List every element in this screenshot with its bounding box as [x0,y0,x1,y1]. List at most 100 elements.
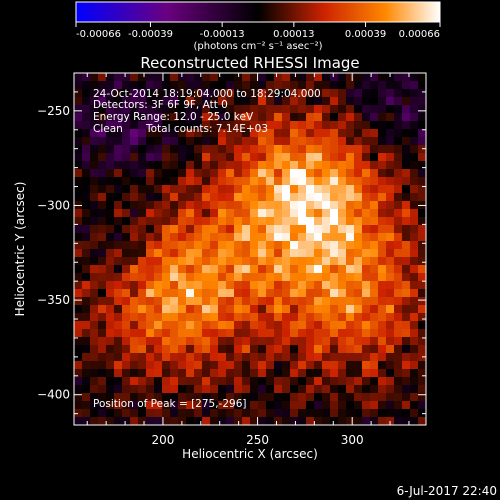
heatmap-cell [330,409,339,418]
annotation-detectors: Detectors: 3F 6F 9F, Att 0 [93,99,228,111]
heatmap-cell [178,241,187,250]
heatmap-cell [298,257,307,266]
heatmap-cell [186,193,195,202]
heatmap-cell [154,129,163,138]
heatmap-cell [258,289,267,298]
heatmap-cell [74,305,83,314]
heatmap-cell [178,233,187,242]
heatmap-cell [314,97,323,106]
heatmap-cell [178,337,187,346]
heatmap-cell [402,329,411,338]
heatmap-cell [234,265,243,274]
heatmap-cell [218,361,227,370]
heatmap-cell [394,297,403,306]
heatmap-cell [362,257,371,266]
heatmap-cell [354,337,363,346]
heatmap-cell [250,337,259,346]
heatmap-cell [114,257,123,266]
heatmap-cell [306,225,315,234]
heatmap-cell [218,97,227,106]
heatmap-cell [186,113,195,122]
heatmap-cell [258,97,267,106]
heatmap-cell [418,337,427,346]
heatmap-cell [290,73,299,82]
heatmap-cell [146,97,155,106]
heatmap-cell [130,169,139,178]
heatmap-cell [82,377,91,386]
heatmap-cell [114,129,123,138]
heatmap-cell [338,177,347,186]
heatmap-cell [146,281,155,290]
heatmap-cell [114,417,123,426]
heatmap-cell [218,369,227,378]
heatmap-cell [234,113,243,122]
heatmap-cell [306,281,315,290]
heatmap-cell [362,249,371,258]
heatmap-cell [394,113,403,122]
x-axis-label: Heliocentric X (arcsec) [182,447,318,461]
heatmap-cell [338,225,347,234]
heatmap-cell [202,137,211,146]
heatmap-cell [402,225,411,234]
heatmap-cell [386,201,395,210]
heatmap-cell [322,113,331,122]
heatmap-cell [122,409,131,418]
annotation-peak-position: Position of Peak = [275,-296] [93,398,247,410]
heatmap-cell [122,417,131,426]
heatmap-cell [362,305,371,314]
heatmap-cell [162,97,171,106]
heatmap-cell [202,169,211,178]
heatmap-cell [178,361,187,370]
heatmap-cell [274,129,283,138]
heatmap-cell [370,153,379,162]
heatmap-cell [122,313,131,322]
heatmap-cell [378,177,387,186]
heatmap-cell [178,313,187,322]
heatmap-cell [362,265,371,274]
heatmap-cell [354,409,363,418]
heatmap-cell [362,417,371,426]
heatmap-cell [202,417,211,426]
heatmap-cell [210,305,219,314]
heatmap-cell [274,177,283,186]
heatmap-cell [394,273,403,282]
heatmap-cell [122,97,131,106]
heatmap-cell [322,129,331,138]
heatmap-cell [218,329,227,338]
heatmap-cell [274,169,283,178]
heatmap-cell [194,177,203,186]
heatmap-cell [234,257,243,266]
heatmap-cell [226,105,235,114]
x-tick-label: 250 [246,433,269,447]
heatmap-cell [194,417,203,426]
heatmap-cell [338,89,347,98]
heatmap-cell [162,217,171,226]
heatmap-cell [274,313,283,322]
heatmap-cell [194,97,203,106]
heatmap-cell [98,121,107,130]
heatmap-cell [274,273,283,282]
heatmap-cell [306,273,315,282]
heatmap-cell [154,297,163,306]
heatmap-cell [170,289,179,298]
heatmap-cell [130,225,139,234]
heatmap-cell [370,241,379,250]
heatmap-cell [74,257,83,266]
heatmap-cell [346,193,355,202]
heatmap-cell [162,369,171,378]
heatmap-cell [130,273,139,282]
heatmap-cell [218,201,227,210]
heatmap-cell [362,241,371,250]
heatmap-cell [138,249,147,258]
heatmap-cell [226,281,235,290]
heatmap-cell [202,305,211,314]
heatmap-cell [298,361,307,370]
heatmap-cell [122,393,131,402]
heatmap-cell [138,105,147,114]
heatmap-cell [234,145,243,154]
heatmap-cell [210,233,219,242]
heatmap-cell [194,89,203,98]
heatmap-cell [202,313,211,322]
heatmap-cell [90,353,99,362]
heatmap-cell [410,113,419,122]
